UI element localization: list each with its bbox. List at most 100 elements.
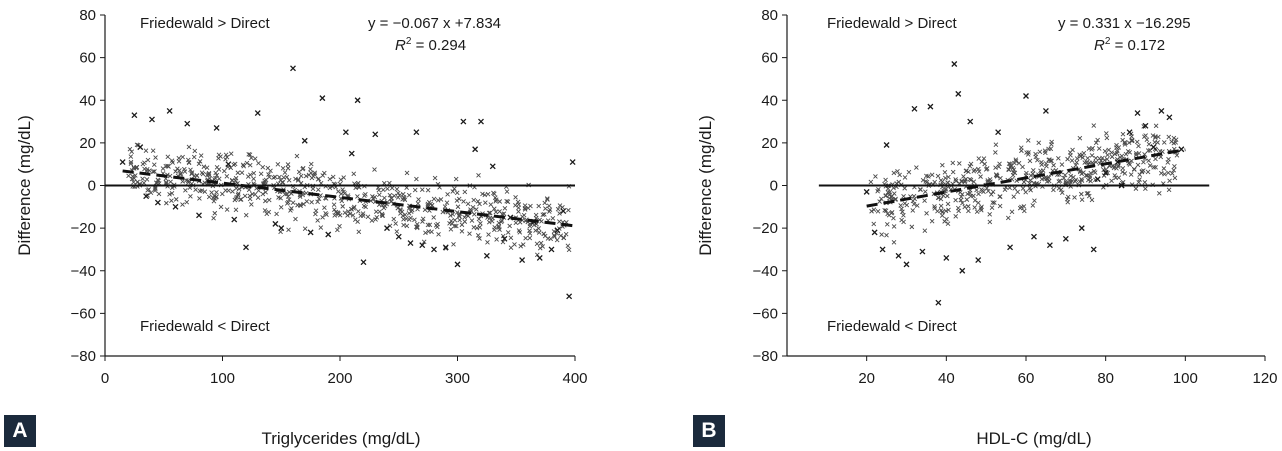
- data-point: [147, 168, 152, 173]
- data-point: [984, 166, 990, 171]
- data-point: [134, 164, 139, 170]
- data-point: [224, 207, 230, 212]
- data-point: [1059, 190, 1065, 196]
- data-point: [156, 191, 162, 197]
- data-point: [377, 192, 382, 198]
- data-point: [134, 142, 140, 148]
- data-point: [971, 193, 976, 199]
- data-point: [1071, 174, 1076, 180]
- data-point: [377, 209, 383, 214]
- data-point: [994, 173, 1000, 179]
- data-point: [312, 172, 317, 177]
- data-point: [522, 207, 528, 212]
- data-point: [927, 103, 934, 110]
- data-point: [516, 228, 522, 233]
- data-point: [527, 221, 533, 227]
- data-point: [373, 209, 379, 215]
- data-point: [351, 205, 357, 211]
- x-tick-label-a: 200: [327, 370, 352, 387]
- data-point: [1077, 179, 1083, 184]
- data-point: [322, 205, 327, 211]
- data-point: [1088, 170, 1094, 176]
- data-point: [995, 129, 1002, 136]
- data-point: [513, 203, 518, 208]
- scatter-chart-b: 80 60 40 20 0 −20 −40 −60 −80 20 40 60 80 100 120 Diffe…: [696, 7, 1278, 448]
- data-point: [987, 211, 993, 217]
- data-point: [223, 156, 228, 162]
- data-point: [331, 202, 337, 208]
- x-tick-label-b: 120: [1252, 370, 1277, 387]
- y-tick-label-b: −80: [753, 348, 778, 365]
- data-point: [924, 210, 929, 216]
- data-point: [228, 151, 234, 157]
- data-point: [1016, 160, 1022, 166]
- data-point: [372, 131, 379, 138]
- data-point: [395, 233, 402, 240]
- data-point: [1046, 242, 1053, 249]
- data-point: [247, 162, 253, 168]
- data-point: [521, 212, 527, 218]
- data-point: [394, 229, 400, 234]
- data-point: [896, 179, 902, 185]
- data-point: [243, 244, 249, 251]
- data-point: [929, 172, 935, 178]
- data-point: [1147, 163, 1153, 168]
- data-point: [266, 172, 271, 177]
- data-point: [240, 162, 246, 168]
- data-point: [414, 225, 420, 231]
- data-point: [254, 110, 261, 116]
- data-point: [173, 197, 179, 202]
- regression-equation-b: y = 0.331 x −16.295: [1058, 15, 1191, 32]
- data-point: [216, 167, 222, 172]
- data-point: [431, 196, 437, 202]
- data-point: [491, 206, 497, 212]
- y-axis-title-b: Difference (mg/dL): [696, 115, 715, 255]
- data-point: [194, 173, 200, 178]
- x-tick-label-b: 100: [1173, 370, 1198, 387]
- data-point: [1153, 123, 1159, 129]
- data-point: [519, 257, 526, 264]
- data-point: [286, 227, 291, 233]
- data-point: [953, 178, 959, 184]
- data-point: [415, 201, 421, 206]
- y-tick-label-a: 80: [79, 7, 96, 24]
- data-point: [128, 161, 134, 167]
- data-point: [231, 162, 237, 168]
- data-point: [480, 191, 485, 197]
- data-point: [1046, 157, 1052, 163]
- data-point: [232, 197, 238, 203]
- data-point: [140, 176, 145, 182]
- data-point: [964, 197, 970, 202]
- data-point: [204, 165, 210, 170]
- data-point: [246, 151, 252, 157]
- data-point: [914, 203, 920, 208]
- data-point: [547, 207, 553, 213]
- data-point: [380, 213, 386, 219]
- data-point: [355, 194, 360, 199]
- data-point: [496, 220, 502, 226]
- data-point: [442, 244, 449, 251]
- data-point: [539, 218, 544, 224]
- data-point: [213, 124, 220, 131]
- data-point: [554, 227, 561, 234]
- data-point: [1027, 158, 1033, 164]
- data-point: [1085, 177, 1091, 183]
- data-point: [150, 148, 156, 154]
- data-point: [352, 217, 358, 222]
- data-point: [527, 235, 533, 241]
- data-point: [285, 200, 291, 205]
- data-point: [420, 219, 425, 224]
- data-point: [166, 107, 173, 114]
- data-point: [426, 199, 432, 205]
- x-tick-label-b: 20: [858, 370, 875, 387]
- data-point: [1023, 93, 1029, 99]
- data-point: [1158, 107, 1165, 114]
- data-point: [427, 222, 433, 228]
- data-point: [445, 192, 450, 197]
- data-point: [993, 150, 998, 155]
- data-point: [264, 211, 270, 217]
- data-point: [129, 176, 135, 182]
- data-point: [202, 189, 208, 194]
- data-point: [268, 168, 273, 174]
- data-point: [990, 189, 996, 195]
